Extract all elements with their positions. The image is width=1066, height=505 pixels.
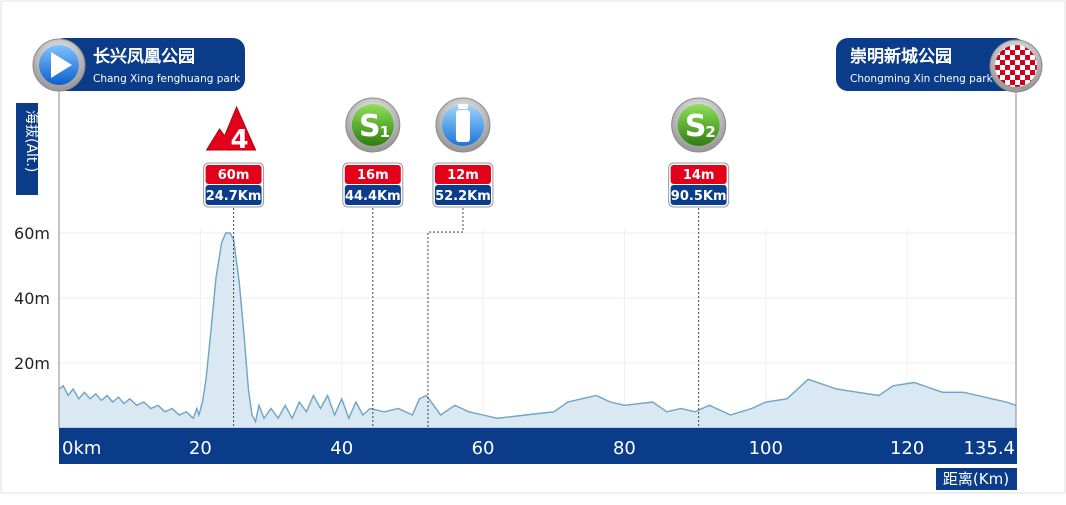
marker-distance-bg bbox=[670, 185, 727, 205]
y-tick-label: 20m bbox=[14, 354, 50, 373]
marker-altitude: 12m bbox=[447, 168, 479, 183]
marker-altitude-bg bbox=[205, 165, 262, 184]
marker-leader bbox=[427, 208, 464, 428]
marker-distance-bg bbox=[344, 185, 401, 205]
x-tick-label: 20 bbox=[189, 438, 212, 459]
sprint-label: S bbox=[685, 109, 707, 144]
x-tick-label: 135.4 bbox=[963, 438, 1015, 459]
elevation-profile-ridge bbox=[58, 232, 1017, 424]
finish-name-en: Chongming Xin cheng park bbox=[850, 73, 994, 85]
marker-altitude-bg bbox=[670, 165, 727, 184]
chart-frame bbox=[0, 0, 1066, 494]
sprint-label: S bbox=[359, 109, 381, 144]
y-tick-labels: 20m 40m 60m bbox=[14, 224, 50, 373]
x-tick-label: 100 bbox=[749, 438, 783, 459]
marker-altitude: 60m bbox=[218, 168, 250, 183]
x-axis-label-box: 距离(Km) bbox=[936, 468, 1017, 490]
marker-distance: 24.7Km bbox=[206, 189, 262, 204]
marker-distance: 52.2Km bbox=[435, 189, 491, 204]
y-axis-label: 海拔(Alt.) bbox=[23, 110, 39, 172]
finish-name-zh: 崇明新城公园 bbox=[850, 46, 952, 67]
x-tick-label: 40 bbox=[330, 438, 353, 459]
finish-flag-icon bbox=[995, 45, 1037, 87]
x-tick-label: 80 bbox=[613, 438, 636, 459]
distance-axis-bar bbox=[59, 428, 1017, 464]
x-tick-label: 0km bbox=[62, 438, 101, 459]
water-bottle-icon bbox=[455, 110, 470, 142]
marker-feed: 12m 52.2Km bbox=[427, 97, 494, 428]
marker-distance-bg bbox=[205, 185, 262, 205]
marker-altitude: 16m bbox=[357, 168, 389, 183]
marker-kom: 4 60m 24.7Km bbox=[203, 105, 265, 428]
sprint-number: 2 bbox=[705, 123, 715, 141]
y-tick-label: 40m bbox=[14, 289, 50, 308]
sprint-icon bbox=[677, 104, 720, 146]
start-banner: 长兴凤凰公园 Chang Xing fenghuang park bbox=[32, 38, 245, 92]
marker-sprint: S1 16m 44.4Km bbox=[342, 97, 404, 428]
x-tick-label: 60 bbox=[472, 438, 495, 459]
start-name-zh: 长兴凤凰公园 bbox=[93, 46, 195, 67]
sprint-icon bbox=[351, 104, 394, 146]
x-axis-label: 距离(Km) bbox=[943, 470, 1009, 488]
kom-category: 4 bbox=[231, 125, 249, 155]
sprint-number: 1 bbox=[380, 123, 390, 141]
marker-distance-bg bbox=[434, 185, 491, 205]
marker-distance: 44.4Km bbox=[345, 189, 401, 204]
mountain-icon bbox=[205, 105, 257, 151]
y-tick-label: 60m bbox=[14, 224, 50, 243]
marker-altitude-bg bbox=[344, 165, 401, 184]
x-tick-labels: 0km 20 40 60 80 100 120 135.4 bbox=[62, 438, 1015, 459]
marker-distance: 90.5Km bbox=[671, 189, 727, 204]
x-tick-label: 120 bbox=[890, 438, 924, 459]
marker-sprint: S2 14m 90.5Km bbox=[668, 97, 730, 428]
bottle-cap bbox=[457, 104, 468, 109]
finish-banner: 崇明新城公园 Chongming Xin cheng park bbox=[836, 38, 1043, 93]
marker-altitude-bg bbox=[434, 165, 491, 184]
markers: 460m24.7KmS116m44.4Km12m52.2KmS214m90.5K… bbox=[203, 97, 730, 428]
marker-altitude: 14m bbox=[683, 168, 715, 183]
start-name-en: Chang Xing fenghuang park bbox=[93, 73, 241, 85]
y-axis-label-box: 海拔(Alt.) bbox=[16, 103, 39, 195]
